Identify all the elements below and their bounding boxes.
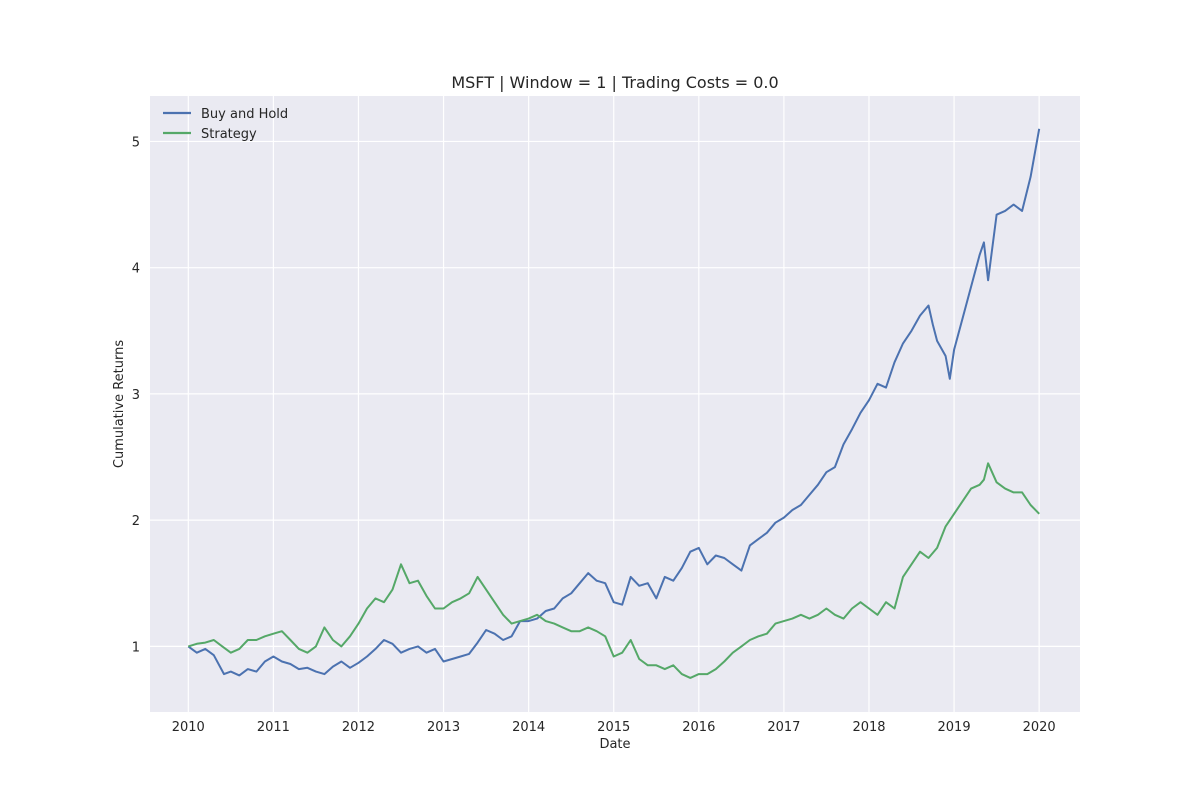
series-layer — [187, 128, 1041, 679]
y-tick-label: 1 — [132, 640, 140, 655]
y-tick-label: 4 — [132, 262, 140, 277]
legend: Buy and Hold Strategy — [163, 107, 288, 142]
x-tick-label: 2013 — [427, 720, 460, 735]
x-tick-label: 2014 — [512, 720, 545, 735]
x-tick-label: 2017 — [767, 720, 800, 735]
x-tick-label: 2010 — [172, 720, 205, 735]
legend-label-buy-and-hold: Buy and Hold — [201, 107, 288, 122]
chart-title: MSFT | Window = 1 | Trading Costs = 0.0 — [451, 73, 778, 92]
legend-label-strategy: Strategy — [201, 127, 257, 142]
x-tick-label: 2011 — [257, 720, 290, 735]
x-axis-ticks: 2010 2011 2012 2013 2014 2015 2016 2017 2018 2019… — [172, 720, 1056, 735]
y-axis-label: Cumulative Returns — [112, 340, 127, 468]
series-line-buy-and-hold — [187, 128, 1041, 677]
y-tick-label: 3 — [132, 388, 140, 403]
x-tick-label: 2018 — [852, 720, 885, 735]
y-tick-label: 5 — [132, 135, 140, 150]
x-axis-label: Date — [599, 737, 630, 752]
gridlines — [150, 96, 1080, 712]
y-tick-label: 2 — [132, 514, 140, 529]
y-axis-ticks: 1 2 3 4 5 — [132, 135, 140, 655]
x-tick-label: 2019 — [938, 720, 971, 735]
x-tick-label: 2015 — [597, 720, 630, 735]
series-line-strategy — [188, 462, 1040, 679]
x-tick-label: 2012 — [342, 720, 375, 735]
x-tick-label: 2016 — [682, 720, 715, 735]
plot-area — [150, 96, 1080, 712]
x-tick-label: 2020 — [1023, 720, 1056, 735]
